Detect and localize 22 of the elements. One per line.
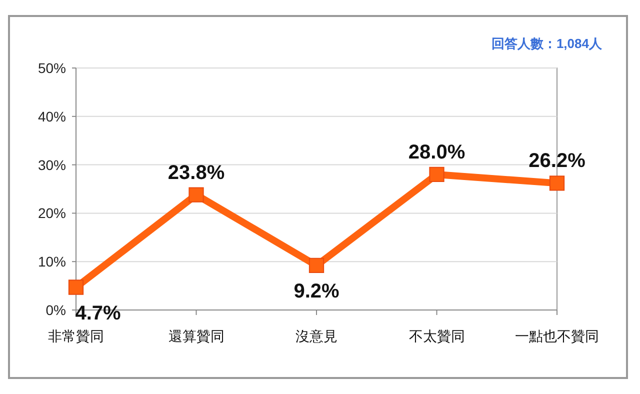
- data-label: 28.0%: [408, 141, 466, 164]
- data-label: 26.2%: [528, 150, 586, 172]
- y-tick-label: 10%: [38, 254, 66, 270]
- data-label: 4.7%: [75, 302, 122, 324]
- y-tick-label: 0%: [46, 302, 66, 318]
- point: [188, 187, 204, 202]
- data-label: 23.8%: [168, 162, 225, 184]
- x-tick-label: 沒意見: [296, 328, 338, 344]
- point: [308, 258, 324, 274]
- x-tick-label: 不太贊同: [408, 328, 465, 344]
- y-tick-label: 50%: [38, 60, 66, 76]
- y-tick-label: 40%: [38, 108, 66, 124]
- x-tick-label: 非常贊同: [48, 328, 104, 344]
- text: 回答人數：1,084人: [491, 36, 603, 51]
- point: [429, 166, 444, 182]
- point: [68, 280, 84, 295]
- y-tick-label: 30%: [38, 156, 66, 173]
- x-tick-label: 一點也不贊同: [515, 328, 599, 344]
- point: [549, 176, 565, 191]
- data-label: 9.2%: [294, 280, 340, 302]
- x-tick-label: 還算贊同: [168, 328, 224, 344]
- y-tick-label: 20%: [38, 205, 66, 222]
